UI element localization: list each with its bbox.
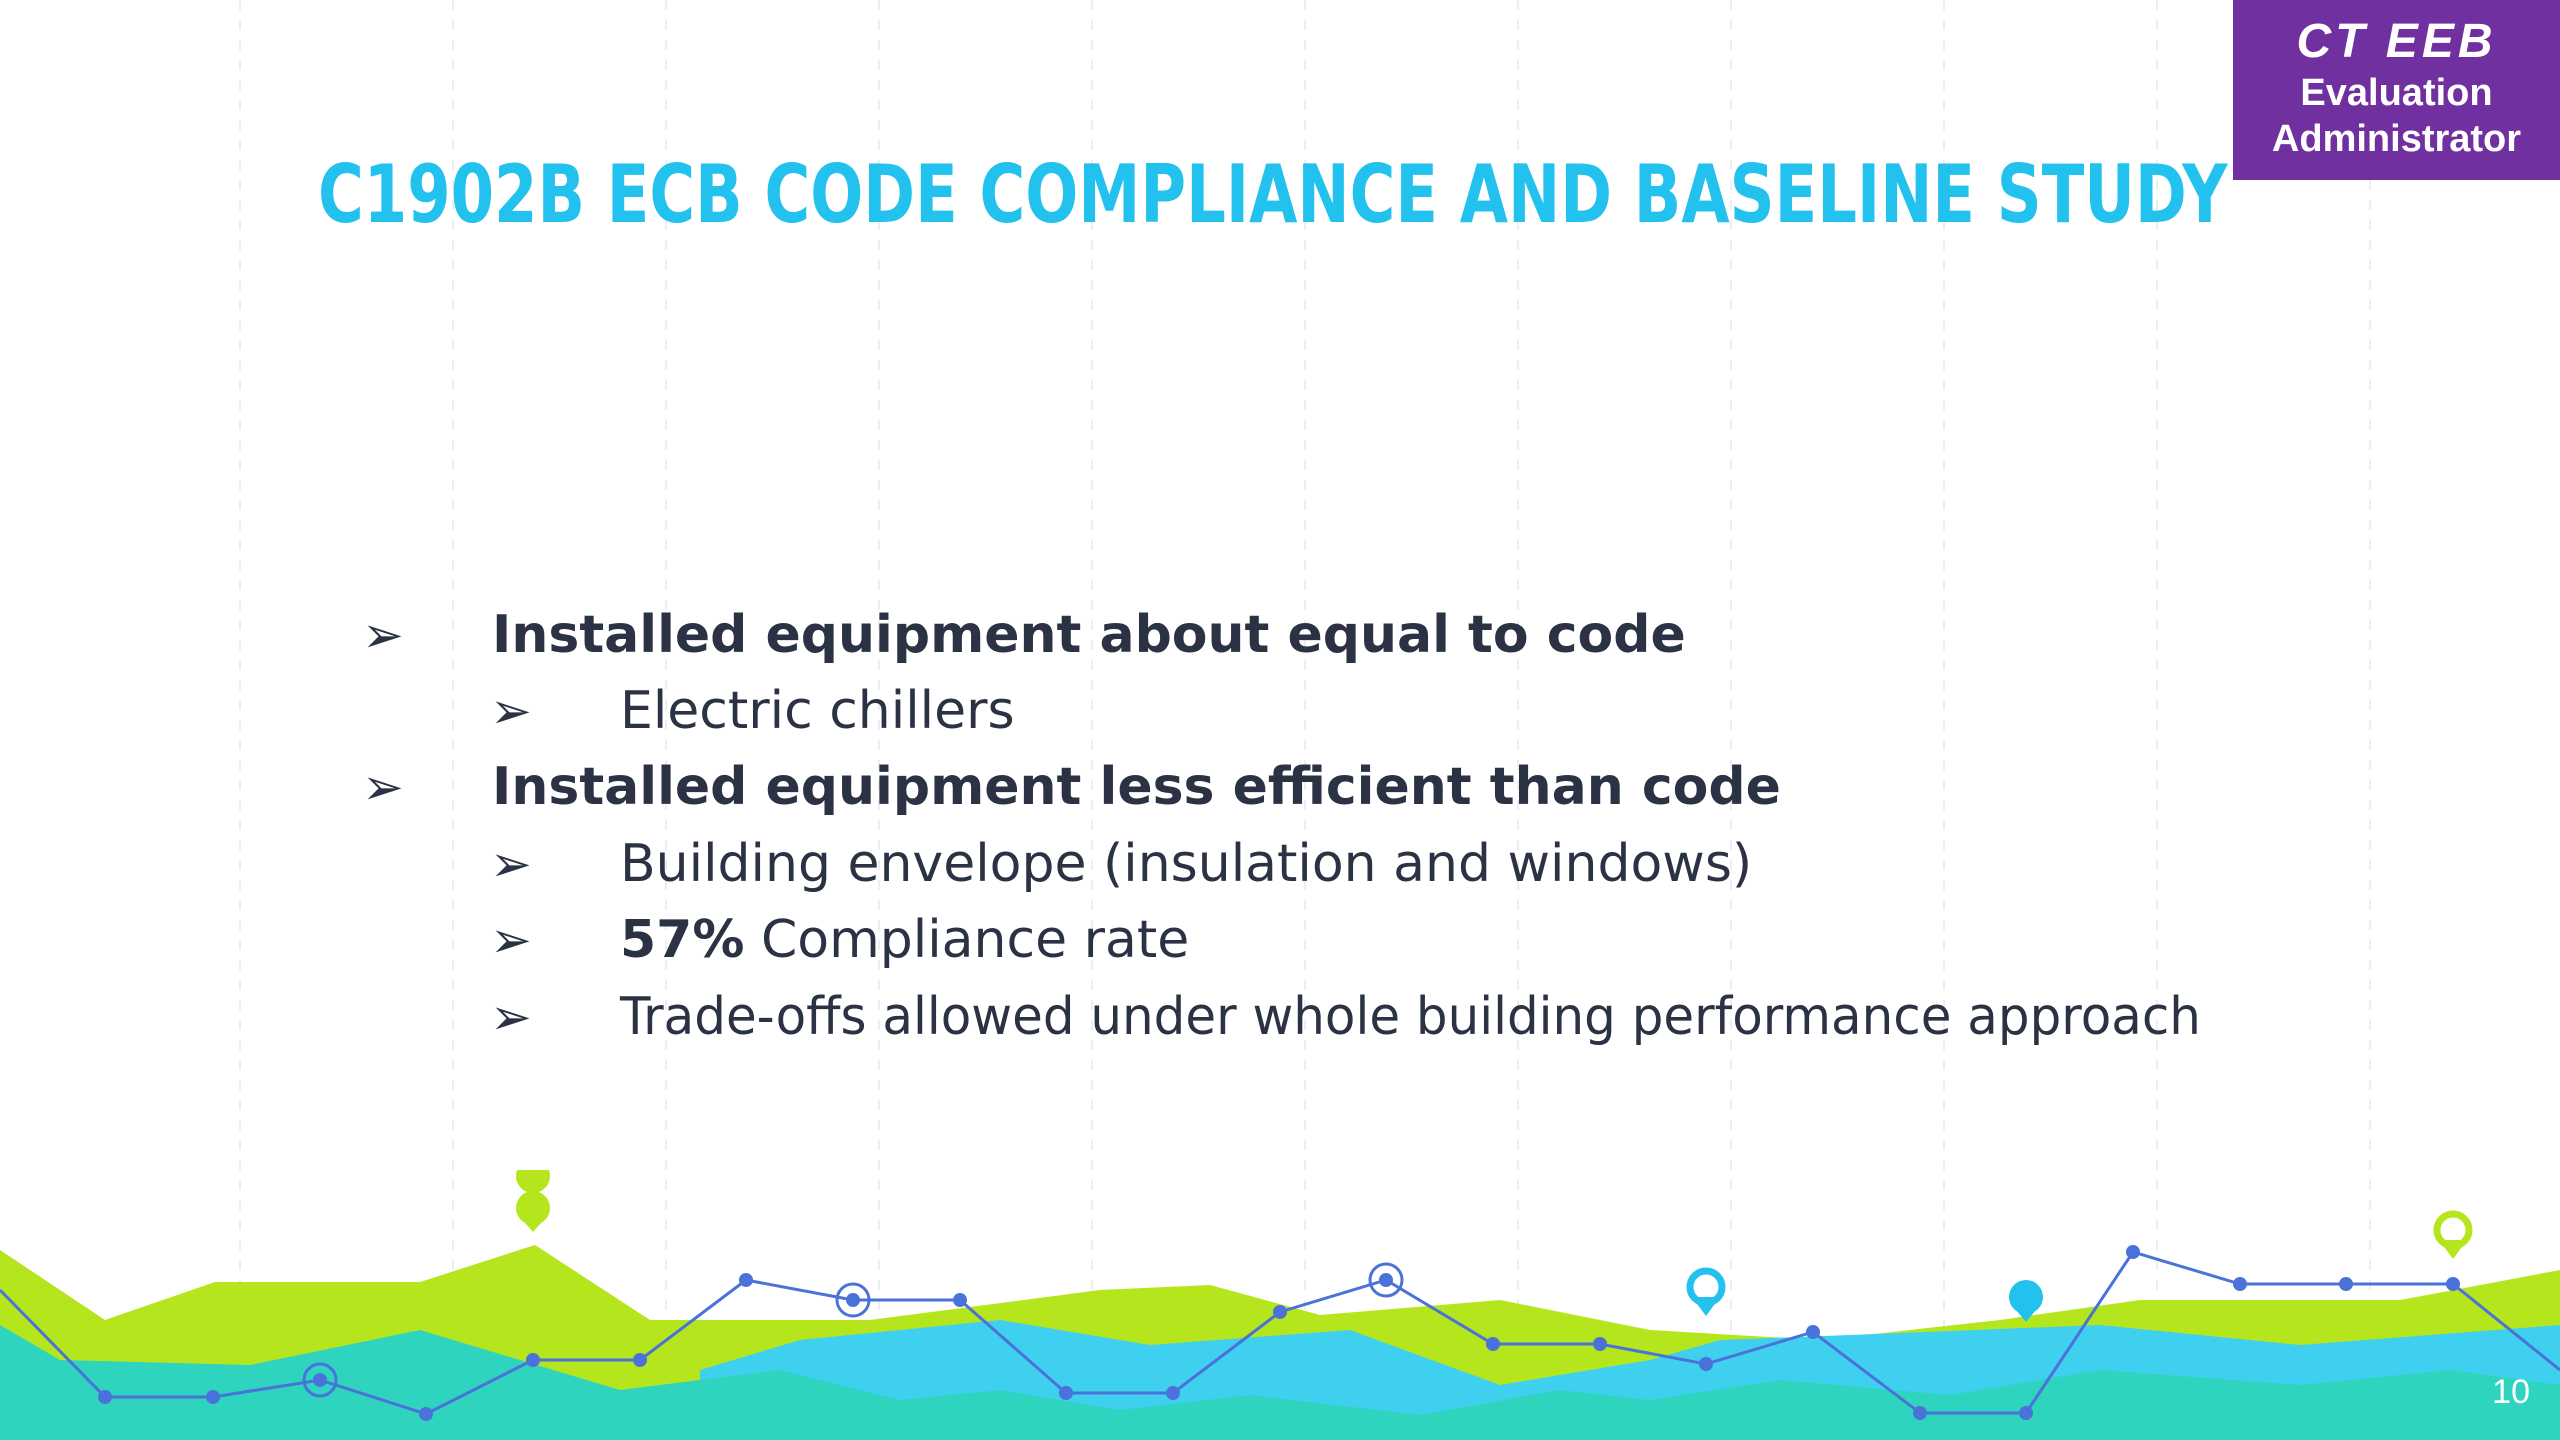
ct-eeb-badge: CT EEB Evaluation Administrator [2233,0,2560,180]
slide-title: C1902B ECB CODE COMPLIANCE AND BASELINE … [318,148,2228,241]
map-pin-icon [2009,1280,2043,1322]
bullet-text: Installed equipment about equal to code [492,605,1686,665]
arrowhead-bullet-icon: ➢ [490,682,532,740]
trend-point-rings [302,1262,1404,1398]
map-pin-icon [516,1170,551,1232]
bullet-text: Trade-offs allowed under whole building … [620,987,2201,1047]
compliance-rate-value: 57% [620,910,745,970]
compliance-rate-label: Compliance rate [744,910,1190,970]
badge-org: CT EEB [2296,15,2497,68]
trend-points [98,1245,2460,1421]
arrowhead-bullet-icon: ➢ [490,835,532,893]
arrowhead-bullet-icon: ➢ [490,911,532,969]
bullet-text: 57% Compliance rate [620,905,1189,975]
map-pin-outline-icon [2433,1210,2473,1259]
decorative-landscape [0,1170,2560,1440]
badge-line-2: Administrator [2271,118,2522,160]
arrowhead-bullet-icon: ➢ [490,988,532,1046]
badge-line-1: Evaluation [2300,72,2493,114]
map-pin-outline-icon [1686,1267,1726,1316]
bullet-text: Installed equipment less efficient than … [492,757,1781,817]
bullet-text: Electric chillers [620,681,1015,741]
page-number: 10 [2492,1373,2530,1411]
arrowhead-bullet-icon: ➢ [362,758,404,816]
bullet-text: Building envelope (insulation and window… [620,834,1753,894]
arrowhead-bullet-icon: ➢ [362,606,404,664]
